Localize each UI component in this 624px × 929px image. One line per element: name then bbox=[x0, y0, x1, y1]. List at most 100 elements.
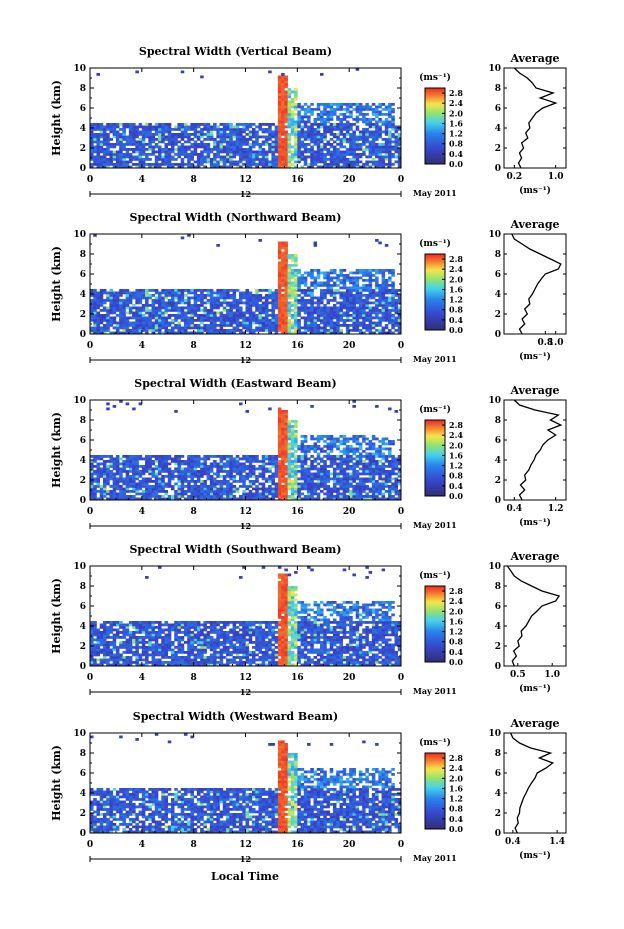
heatmap-cell bbox=[391, 326, 395, 330]
heatmap-cell bbox=[284, 316, 288, 320]
heatmap-cell bbox=[342, 125, 347, 129]
heatmap-cell bbox=[167, 140, 172, 144]
heatmap-cell bbox=[119, 326, 123, 330]
heatmap-cell bbox=[287, 281, 292, 285]
heatmap-cell bbox=[371, 326, 376, 330]
heatmap-cell bbox=[313, 331, 318, 335]
heatmap-cell bbox=[226, 329, 230, 332]
heatmap-cell bbox=[391, 125, 395, 129]
heatmap-cell bbox=[255, 460, 259, 463]
heatmap-cell bbox=[281, 447, 285, 451]
heatmap-cell bbox=[316, 316, 321, 320]
heatmap-cell bbox=[138, 158, 143, 161]
heatmap-cell bbox=[332, 153, 337, 156]
heatmap-cell bbox=[174, 457, 178, 461]
heatmap-cell bbox=[287, 482, 292, 486]
heatmap-cell bbox=[145, 462, 149, 466]
heatmap-cell bbox=[135, 482, 139, 486]
heatmap-cell bbox=[261, 455, 266, 458]
heatmap-cell bbox=[232, 460, 237, 463]
heatmap-cell bbox=[115, 314, 120, 317]
heatmap-cell bbox=[122, 331, 126, 335]
heatmap-cell bbox=[93, 495, 97, 498]
heatmap-cell bbox=[200, 75, 204, 79]
heatmap-cell bbox=[375, 299, 379, 302]
heatmap-cell bbox=[323, 289, 327, 292]
heatmap-cell bbox=[148, 490, 152, 493]
heatmap-cell bbox=[190, 309, 194, 312]
heatmap-cell bbox=[203, 470, 207, 473]
heatmap-cell bbox=[99, 470, 104, 473]
heatmap-cell bbox=[316, 108, 321, 111]
heatmap-cell bbox=[264, 155, 269, 159]
heatmap-cell bbox=[229, 294, 233, 297]
heatmap-cell bbox=[174, 289, 178, 292]
heatmap-cell bbox=[229, 130, 233, 134]
colorbar-segment bbox=[425, 276, 445, 279]
heatmap-cell bbox=[355, 316, 360, 320]
heatmap-cell bbox=[219, 311, 224, 315]
colorbar-frame bbox=[424, 87, 446, 165]
heatmap-cell bbox=[219, 331, 224, 335]
heatmap-cell bbox=[345, 108, 350, 111]
heatmap-cell bbox=[128, 160, 133, 164]
heatmap-cell bbox=[310, 311, 314, 315]
heatmap-cell bbox=[320, 296, 324, 300]
heatmap-cell bbox=[138, 165, 143, 169]
heatmap-cell bbox=[391, 123, 395, 126]
heatmap-cell bbox=[213, 480, 217, 483]
heatmap-cell bbox=[277, 410, 282, 413]
heatmap-cell bbox=[242, 324, 246, 327]
heatmap-cell bbox=[355, 128, 360, 131]
heatmap-cell bbox=[290, 432, 295, 436]
heatmap-cell bbox=[284, 495, 288, 498]
heatmap-cell bbox=[388, 331, 392, 335]
heatmap-cell bbox=[141, 480, 146, 483]
heatmap-cell bbox=[222, 163, 227, 166]
heatmap-cell bbox=[378, 309, 382, 312]
heatmap-cell bbox=[209, 160, 214, 164]
heatmap-cell bbox=[106, 165, 110, 169]
heatmap-cell bbox=[349, 314, 353, 317]
heatmap-cell bbox=[277, 487, 282, 491]
heatmap-cell bbox=[128, 130, 133, 134]
heatmap-cell bbox=[277, 324, 282, 327]
heatmap-cell bbox=[281, 477, 285, 481]
heatmap-cell bbox=[180, 329, 185, 332]
heatmap-cell bbox=[294, 130, 298, 134]
heatmap-cell bbox=[135, 143, 139, 146]
heatmap-cell bbox=[277, 450, 282, 453]
heatmap-cell bbox=[174, 319, 178, 322]
heatmap-cell bbox=[349, 113, 353, 116]
heatmap-cell bbox=[290, 105, 295, 109]
heatmap-cell bbox=[151, 145, 156, 149]
heatmap-cell bbox=[209, 470, 214, 473]
heatmap-cell bbox=[193, 130, 198, 134]
heatmap-cell bbox=[261, 163, 266, 166]
heatmap-cell bbox=[287, 445, 292, 448]
heatmap-cell bbox=[268, 324, 272, 327]
heatmap-cell bbox=[313, 321, 318, 325]
heatmap-cell bbox=[90, 123, 94, 126]
heatmap-cell bbox=[219, 329, 224, 332]
heatmap-cell bbox=[388, 289, 392, 292]
heatmap-cell bbox=[371, 311, 376, 315]
heatmap-cell bbox=[170, 291, 175, 295]
heatmap-cell bbox=[313, 301, 318, 305]
heatmap-cell bbox=[307, 118, 311, 121]
heatmap-cell bbox=[358, 145, 363, 149]
heatmap-cell bbox=[358, 271, 363, 275]
heatmap-cell bbox=[229, 475, 233, 478]
heatmap-cell bbox=[106, 140, 110, 144]
heatmap-cell bbox=[151, 148, 156, 151]
heatmap-cell bbox=[303, 326, 308, 330]
heatmap-cell bbox=[345, 309, 350, 312]
heatmap-cell bbox=[119, 128, 123, 131]
heatmap-cell bbox=[284, 326, 288, 330]
heatmap-cell bbox=[148, 492, 152, 496]
heatmap-cell bbox=[281, 314, 285, 317]
heatmap-cell bbox=[229, 153, 233, 156]
heatmap-cell bbox=[287, 93, 292, 96]
heatmap-cell bbox=[268, 165, 272, 169]
heatmap-cell bbox=[316, 306, 321, 310]
